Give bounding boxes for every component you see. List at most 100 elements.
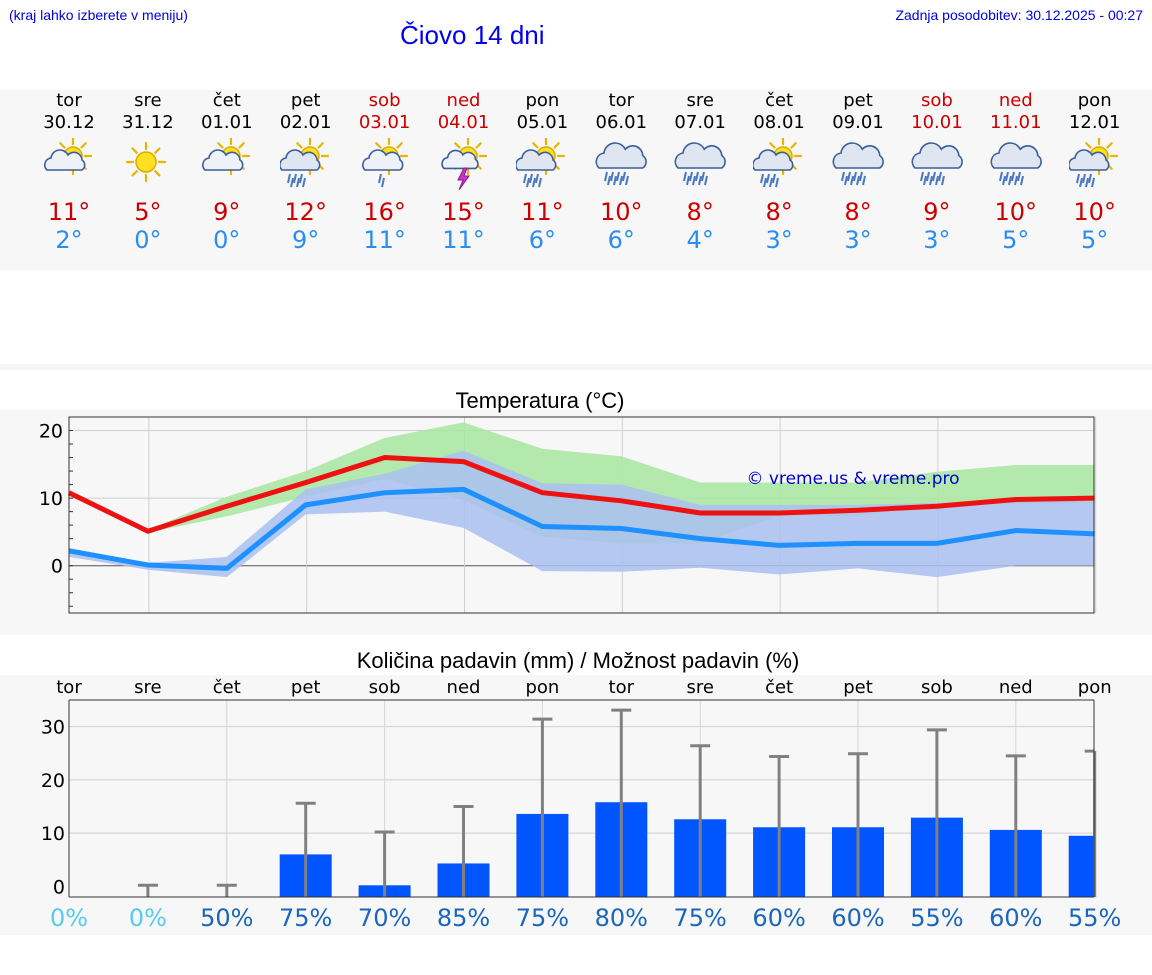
min-temp-value: 9° [292, 226, 320, 254]
precip-probability-label: 50% [200, 904, 253, 932]
location-menu-hint[interactable]: (kraj lahko izberete v meniju) [9, 7, 188, 23]
sun-cloud-rain-icon [279, 138, 329, 188]
day-name-label: sob [920, 90, 953, 111]
precip-probability-label: 0% [50, 904, 88, 932]
day-date-label: 01.01 [201, 112, 253, 133]
precip-probability-label: 55% [910, 904, 963, 932]
precip-probability-label: 55% [1068, 904, 1121, 932]
max-temp-value: 10° [1073, 198, 1116, 226]
day-date-label: 12.01 [1068, 112, 1121, 133]
precip-day-label: ned [447, 677, 481, 698]
precip-probability-label: 60% [752, 904, 805, 932]
max-temp-value: 12° [284, 198, 327, 226]
precip-probability-label: 0% [129, 904, 167, 932]
section-divider [0, 364, 1152, 370]
min-temp-value: 3° [844, 226, 872, 254]
max-temp-value: 8° [686, 198, 714, 226]
max-temp-value: 9° [213, 198, 241, 226]
min-temp-value: 5° [1002, 226, 1030, 254]
day-name-label: pon [525, 90, 560, 111]
cloud-rain-icon [674, 142, 727, 186]
cloud-rain-icon [990, 142, 1042, 186]
temp-y-tick-label: 0 [51, 556, 63, 578]
precip-probability-label: 60% [989, 904, 1042, 932]
max-temp-value: 8° [765, 198, 793, 226]
temp-y-tick-label: 20 [39, 421, 63, 443]
day-date-label: 08.01 [753, 112, 805, 133]
min-temp-value: 3° [923, 226, 951, 254]
precip-day-label: tor [56, 677, 82, 698]
day-name-label: pet [290, 90, 321, 111]
day-date-label: 10.01 [911, 112, 963, 133]
precip-y-tick-label: 20 [41, 770, 65, 792]
precip-probability-label: 75% [279, 904, 332, 932]
max-temp-value: 15° [442, 198, 485, 226]
day-name-label: tor [608, 90, 635, 111]
precip-day-label: pon [525, 677, 559, 698]
sun-thunder-icon [440, 138, 487, 190]
cloud-rain-icon [595, 142, 648, 186]
day-date-label: 03.01 [358, 112, 411, 133]
cloud-rain-icon [911, 142, 963, 186]
precip-day-label: pon [1078, 677, 1112, 698]
cloud-rain-icon [990, 142, 1042, 186]
temperature-chart-title: Temperatura (°C) [455, 388, 625, 413]
precip-y-tick-label: 10 [41, 823, 65, 845]
precip-probability-label: 75% [516, 904, 569, 932]
precipitation-chart: tor sre čet pet sob ned pon tor sre čet pet sob ned p… [41, 677, 1122, 932]
sun-cloud-drizzle-icon [361, 138, 408, 188]
precipitation-chart-title: Količina padavin (mm) / Možnost padavin … [356, 648, 800, 673]
max-temp-value: 5° [134, 198, 162, 226]
temp-y-tick-label: 10 [39, 488, 63, 510]
min-temp-value: 0° [134, 226, 162, 254]
sun-cloud-rain-icon [1068, 138, 1118, 188]
cloud-rain-icon [674, 142, 727, 186]
sun-cloud-drizzle-icon [361, 138, 408, 188]
day-date-label: 06.01 [595, 112, 648, 133]
precip-probability-label: 75% [674, 904, 727, 932]
min-temp-value: 5° [1081, 226, 1109, 254]
temp-axis-frame [68, 416, 1095, 614]
sun-cloud-icon [201, 138, 250, 176]
sun-icon [125, 141, 166, 183]
precip-probability-label: 85% [437, 904, 490, 932]
cloud-rain-icon [911, 142, 963, 186]
cloud-rain-icon [595, 142, 648, 186]
day-date-label: 05.01 [516, 112, 569, 133]
cloud-rain-icon [832, 142, 884, 186]
precip-day-label: sre [686, 677, 713, 698]
precip-day-label: sob [921, 677, 953, 698]
day-name-label: ned [998, 90, 1033, 111]
daily-forecast-strip: tor 30.12 11° 2° sre 31.12 5° 0° čet 01.01 9° 0° pet… [0, 90, 1152, 270]
min-temp-value: 2° [55, 226, 83, 254]
day-date-label: 04.01 [437, 112, 490, 133]
precip-bar [1068, 835, 1095, 897]
day-date-label: 31.12 [122, 112, 174, 133]
day-name-label: sob [368, 90, 401, 111]
sun-cloud-rain-icon [516, 138, 566, 188]
day-name-label: sre [134, 90, 162, 111]
sun-cloud-rain-icon [753, 138, 803, 188]
precip-probability-label: 80% [595, 904, 648, 932]
cloud-rain-icon [832, 142, 884, 186]
last-update-text: Zadnja posodobitev: 30.12.2025 - 00:27 [895, 7, 1143, 23]
max-temp-value: 11° [47, 198, 91, 226]
min-temp-value: 0° [213, 226, 241, 254]
max-temp-value: 10° [600, 198, 643, 226]
max-temp-value: 11° [521, 198, 564, 226]
sun-cloud-rain-icon [753, 138, 803, 188]
day-name-label: pon [1077, 90, 1112, 111]
max-temp-value: 9° [923, 198, 951, 226]
day-name-label: čet [212, 90, 241, 111]
precip-probability-label: 70% [358, 904, 411, 932]
day-date-label: 07.01 [674, 112, 726, 133]
max-temp-value: 8° [844, 198, 872, 226]
min-temp-value: 11° [442, 226, 485, 254]
precip-probability-label: 60% [831, 904, 884, 932]
precip-day-label: pet [291, 677, 321, 698]
precip-day-label: tor [609, 677, 635, 698]
min-temp-value: 4° [686, 226, 714, 254]
min-temp-value: 6° [528, 226, 557, 254]
day-name-label: sre [686, 90, 714, 111]
sun-cloud-icon [44, 138, 93, 176]
